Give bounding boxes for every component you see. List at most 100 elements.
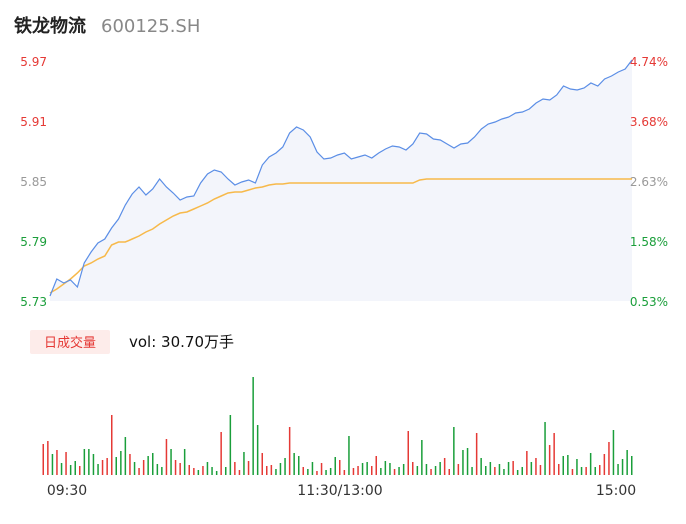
- volume-bar: [402, 464, 405, 475]
- volume-bar: [152, 453, 154, 475]
- volume-bar: [83, 449, 86, 475]
- volume-bar: [571, 469, 574, 475]
- volume-bar: [430, 469, 432, 475]
- volume-bar: [567, 455, 569, 475]
- volume-bar: [325, 470, 327, 475]
- y-tick-right: 3.68%: [630, 115, 668, 129]
- volume-bar: [512, 461, 514, 475]
- volume-bar: [124, 437, 127, 475]
- volume-bar: [302, 467, 304, 475]
- volume-bar: [453, 427, 455, 475]
- volume-bar: [631, 456, 633, 475]
- volume-bar: [425, 464, 428, 475]
- volume-bar: [256, 425, 259, 475]
- volume-bar: [585, 467, 587, 475]
- volume-bar: [156, 464, 159, 475]
- volume-bar: [553, 433, 555, 475]
- volume-bar: [329, 468, 332, 475]
- volume-bar: [165, 439, 168, 475]
- volume-bar: [307, 469, 309, 475]
- volume-bar: [293, 453, 295, 475]
- volume-bar: [471, 467, 473, 475]
- y-tick-left: 5.97: [20, 55, 47, 69]
- volume-bar: [380, 468, 382, 475]
- volume-bar: [247, 461, 250, 475]
- volume-bar: [170, 449, 172, 475]
- volume-bar: [480, 458, 482, 475]
- average-price-line: [49, 178, 632, 294]
- volume-bar: [398, 467, 400, 475]
- y-tick-left: 5.79: [20, 235, 47, 249]
- volume-bar: [60, 463, 63, 475]
- y-tick-right: 2.63%: [630, 175, 668, 189]
- volume-bar: [316, 471, 318, 475]
- volume-bar: [101, 460, 104, 475]
- volume-bar: [202, 466, 204, 475]
- volume-bar: [443, 458, 446, 475]
- volume-bar: [284, 458, 286, 475]
- volume-bar: [298, 456, 300, 475]
- volume-bar: [439, 462, 441, 475]
- x-tick-label: 15:00: [596, 483, 636, 499]
- volume-bar: [51, 454, 54, 475]
- price-line: [49, 59, 633, 297]
- volume-bar: [608, 442, 610, 475]
- volume-bar: [179, 463, 181, 475]
- volume-bar: [526, 451, 528, 475]
- volume-bar: [142, 460, 145, 475]
- volume-bar: [79, 466, 81, 475]
- volume-summary: vol: 30.70万手: [129, 333, 234, 351]
- volume-bar: [612, 430, 615, 475]
- volume-bar: [352, 468, 355, 475]
- volume-bar: [617, 464, 619, 475]
- volume-bar: [115, 457, 117, 475]
- volume-bar: [47, 441, 49, 475]
- volume-bar: [133, 462, 136, 475]
- y-tick-left: 5.73: [20, 295, 47, 309]
- volume-bar: [252, 377, 254, 475]
- volume-bar: [111, 415, 113, 475]
- volume-bar: [558, 464, 560, 475]
- volume-bar: [69, 465, 72, 475]
- volume-bar: [621, 459, 624, 475]
- volume-bar: [174, 460, 177, 475]
- volume-bar: [503, 469, 505, 475]
- time-axis: 09:30 11:30/13:00 15:00: [47, 483, 636, 499]
- volume-bar: [343, 470, 346, 475]
- volume-bar: [65, 452, 67, 475]
- y-tick-right: 0.53%: [630, 295, 668, 309]
- volume-bar: [384, 461, 387, 475]
- volume-bar: [416, 466, 419, 475]
- volume-bar: [188, 465, 190, 475]
- volume-bar: [466, 448, 469, 475]
- volume-bar: [206, 462, 209, 475]
- volume-bar: [489, 462, 492, 475]
- volume-bar: [138, 468, 140, 475]
- volume-bar: [357, 466, 359, 475]
- volume-bar: [361, 463, 364, 475]
- x-tick-label: 11:30/13:00: [297, 483, 382, 499]
- volume-bar: [348, 436, 350, 475]
- volume-bar: [576, 459, 578, 475]
- y-tick-left: 5.85: [20, 175, 47, 189]
- volume-bar: [106, 458, 108, 475]
- y-tick-right: 1.58%: [630, 235, 668, 249]
- volume-bar: [56, 450, 58, 475]
- volume-bar: [220, 432, 222, 475]
- volume-bar: [261, 453, 263, 475]
- volume-bar: [457, 464, 460, 475]
- volume-bar: [74, 461, 76, 475]
- volume-bar: [311, 462, 314, 475]
- volume-bar: [485, 466, 487, 475]
- volume-bar: [389, 463, 391, 475]
- price-panel: 5.97 5.91 5.85 5.79 5.73 4.74% 3.68% 2.63% 1.58%…: [20, 55, 668, 309]
- volume-bar: [599, 465, 601, 475]
- volume-bar: [475, 433, 478, 475]
- volume-bar: [516, 470, 519, 475]
- volume-bar: [225, 467, 227, 475]
- volume-bar: [229, 415, 232, 475]
- volume-bar: [421, 440, 423, 475]
- volume-bar: [626, 450, 628, 475]
- y-tick-left: 5.91: [20, 115, 47, 129]
